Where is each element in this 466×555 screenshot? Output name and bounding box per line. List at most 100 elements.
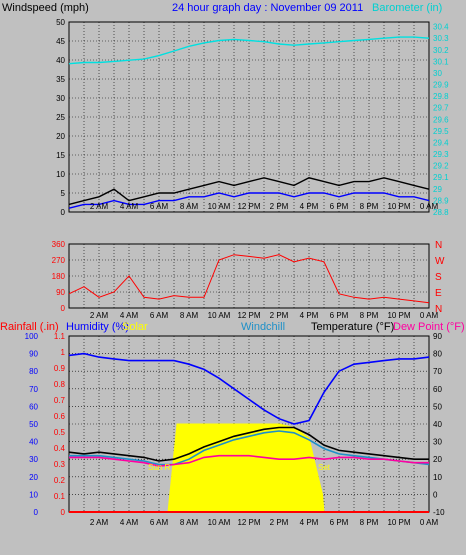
windspeed-axis-label: Windspeed (mph) <box>2 2 89 14</box>
temp-x-tick-label: 4 AM <box>120 518 139 527</box>
direction-tick-label: 0 <box>61 304 66 313</box>
temp-x-tick-label: 6 AM <box>150 518 169 527</box>
temp-series-humidity <box>68 352 430 425</box>
temperature-tick-label: 10 <box>433 473 442 482</box>
rainfall-tick-label: 1.1 <box>54 332 66 341</box>
wind-x-tick-label: 10 AM <box>208 202 231 211</box>
direction-x-tick-label: 2 PM <box>270 311 289 320</box>
direction-x-tick-label: 10 AM <box>208 311 231 320</box>
barometer-tick-label: 28.8 <box>433 208 449 217</box>
temp-x-tick-label: 2 AM <box>90 518 109 527</box>
compass-tick-label: N <box>435 304 442 315</box>
rainfall-tick-label: 1 <box>61 348 66 357</box>
direction-x-tick-label: 8 AM <box>180 311 199 320</box>
barometer-tick-label: 30.1 <box>433 57 449 66</box>
wind-x-tick-label: 4 AM <box>120 202 139 211</box>
barometer-tick-label: 30.3 <box>433 34 449 43</box>
rainfall-tick-label: 0.2 <box>54 476 66 485</box>
barometer-tick-label: 29.6 <box>433 115 449 124</box>
compass-tick-label: E <box>435 288 442 299</box>
direction-tick-label: 360 <box>52 240 66 249</box>
direction-tick-label: 180 <box>52 272 66 281</box>
rainfall-tick-label: 0.5 <box>54 428 66 437</box>
barometer-tick-label: 29 <box>433 185 442 194</box>
direction-x-tick-label: 0 AM <box>420 311 439 320</box>
barometer-tick-label: 30.2 <box>433 46 449 55</box>
rainfall-axis-label: Rainfall (.in) <box>0 321 59 333</box>
humidity-tick-label: 100 <box>25 332 39 341</box>
wind-x-tick-label: 4 PM <box>300 202 319 211</box>
wind-x-tick-label: 10 PM <box>387 202 410 211</box>
wind-series-barometer <box>68 36 430 65</box>
sunset-label: Set <box>318 463 331 472</box>
temperature-tick-label: 0 <box>433 490 438 499</box>
barometer-tick-label: 30.4 <box>433 23 449 32</box>
temp-series-windchill <box>69 430 430 466</box>
windspeed-tick-label: 25 <box>56 113 65 122</box>
temp-x-tick-label: 10 AM <box>208 518 231 527</box>
compass-tick-label: S <box>435 272 442 283</box>
rainfall-tick-label: 0.6 <box>54 412 66 421</box>
humidity-tick-label: 20 <box>29 473 38 482</box>
barometer-tick-label: 29.7 <box>433 104 449 113</box>
wind-series-gust <box>68 177 430 206</box>
temperature-tick-label: 90 <box>433 332 442 341</box>
direction-series <box>68 254 430 304</box>
direction-tick-label: 90 <box>56 288 65 297</box>
rainfall-tick-label: 0 <box>61 508 66 517</box>
direction-x-tick-label: 6 AM <box>150 311 169 320</box>
windspeed-tick-label: 45 <box>56 37 65 46</box>
wind-x-tick-label: 2 AM <box>90 202 109 211</box>
compass-tick-label: W <box>435 256 445 267</box>
wind-x-tick-label: 0 AM <box>420 202 439 211</box>
rainfall-tick-label: 0.4 <box>54 444 66 453</box>
temperature-tick-label: 60 <box>433 385 442 394</box>
temp-x-tick-label: 6 PM <box>330 518 349 527</box>
wind-x-tick-label: 8 AM <box>180 202 199 211</box>
humidity-tick-label: 60 <box>29 402 38 411</box>
direction-x-tick-label: 6 PM <box>330 311 349 320</box>
barometer-tick-label: 30 <box>433 69 442 78</box>
temp-x-tick-label: 8 AM <box>180 518 199 527</box>
direction-tick-label: 270 <box>52 256 66 265</box>
temperature-tick-label: 40 <box>433 420 442 429</box>
temp-x-tick-label: 4 PM <box>300 518 319 527</box>
direction-x-tick-label: 2 AM <box>90 311 109 320</box>
direction-x-tick-label: 4 PM <box>300 311 319 320</box>
temp-series-temperature <box>68 426 429 462</box>
dewpoint-axis-label: Dew Point (°F) <box>393 321 465 333</box>
humidity-tick-label: 70 <box>29 385 38 394</box>
barometer-tick-label: 29.5 <box>433 127 449 136</box>
wind-x-tick-label: 8 PM <box>360 202 379 211</box>
temperature-tick-label: -10 <box>433 508 445 517</box>
temperature-tick-label: 30 <box>433 438 442 447</box>
humidity-tick-label: 0 <box>34 508 39 517</box>
direction-x-tick-label: 4 AM <box>120 311 139 320</box>
sunrise-label: Sun R <box>148 463 170 472</box>
humidity-axis-label: Humidity (%) <box>66 321 129 333</box>
barometer-tick-label: 29.2 <box>433 162 449 171</box>
windspeed-tick-label: 50 <box>56 18 65 27</box>
barometer-tick-label: 29.3 <box>433 150 449 159</box>
direction-x-tick-label: 8 PM <box>360 311 379 320</box>
direction-x-tick-label: 10 PM <box>387 311 410 320</box>
windspeed-tick-label: 5 <box>61 189 66 198</box>
windchill-label: Windchill <box>241 321 285 333</box>
compass-tick-label: N <box>435 240 442 251</box>
windspeed-tick-label: 15 <box>56 151 65 160</box>
humidity-tick-label: 40 <box>29 438 38 447</box>
barometer-tick-label: 29.4 <box>433 138 449 147</box>
temp-series-dew-point <box>69 454 429 468</box>
rainfall-tick-label: 0.8 <box>54 380 66 389</box>
wind-x-tick-label: 6 AM <box>150 202 169 211</box>
temp-x-tick-label: 12 PM <box>237 518 260 527</box>
rainfall-tick-label: 0.9 <box>54 364 66 373</box>
temp-x-tick-label: 10 PM <box>387 518 410 527</box>
temperature-tick-label: 80 <box>433 350 442 359</box>
rainfall-tick-label: 0.3 <box>54 460 66 469</box>
direction-x-tick-label: 12 PM <box>237 311 260 320</box>
barometer-tick-label: 29.8 <box>433 92 449 101</box>
rainfall-tick-label: 0.7 <box>54 396 66 405</box>
